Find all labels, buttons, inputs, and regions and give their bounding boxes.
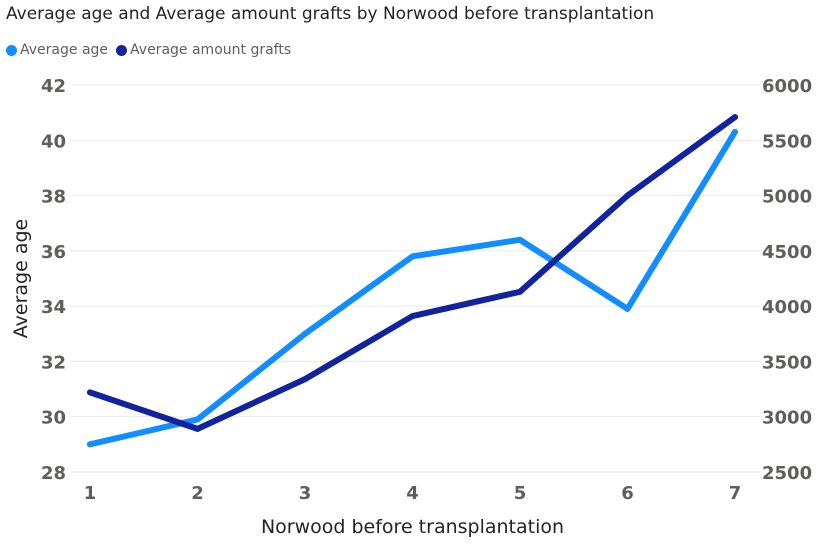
data-point[interactable] [517,236,523,243]
legend-marker-average-age [6,44,17,56]
series-line-average-amount-grafts[interactable] [87,114,738,432]
x-tick-label: 1 [84,483,97,504]
data-point[interactable] [732,128,738,135]
gridlines [70,84,760,473]
x-tick-label: 2 [191,483,204,504]
left-axis: 28 30 32 34 36 38 40 42 [41,76,66,484]
series-lines [87,114,738,448]
data-point[interactable] [87,441,93,448]
y-tick-label: 30 [41,408,66,429]
y-tick-label: 36 [41,242,66,263]
y2-tick-label: 4000 [762,297,812,318]
data-point[interactable] [87,389,93,396]
y2-tick-label: 3000 [762,408,812,429]
x-axis-title: Norwood before transplantation [261,516,564,538]
y2-tick-label: 5000 [762,187,812,208]
y-tick-label: 40 [41,131,66,152]
x-tick-label: 3 [299,483,312,504]
y2-tick-label: 5500 [762,131,812,152]
y2-tick-label: 6000 [762,76,812,97]
y2-tick-label: 4500 [762,242,812,263]
x-tick-label: 6 [621,483,634,504]
chart-legend: Average age Average amount grafts [6,42,299,58]
data-point[interactable] [732,114,738,121]
series-line-average-age[interactable] [87,128,738,448]
right-axis: 2500 3000 3500 4000 4500 5000 5500 6000 [762,76,812,484]
legend-item-average-amount-grafts[interactable]: Average amount grafts [116,42,291,58]
y2-tick-label: 2500 [762,463,812,484]
y-tick-label: 32 [41,352,66,373]
y-tick-label: 38 [41,187,66,208]
data-point[interactable] [194,416,201,423]
y2-tick-label: 3500 [762,352,812,373]
data-point[interactable] [624,192,631,199]
legend-label-average-age: Average age [20,42,109,58]
data-point[interactable] [302,376,308,383]
data-point[interactable] [517,288,523,295]
y-tick-label: 34 [41,297,66,318]
data-point[interactable] [409,253,416,260]
legend-marker-average-amount-grafts [116,44,128,56]
y-tick-label: 42 [41,76,66,97]
x-tick-label: 5 [514,483,527,504]
data-point[interactable] [624,305,631,312]
data-point[interactable] [409,313,416,320]
x-tick-label: 7 [729,483,742,504]
x-axis: 1 2 3 4 5 6 7 [84,483,742,504]
data-point[interactable] [194,425,201,432]
y-axis-title: Average age [10,219,32,338]
legend-label-average-amount-grafts: Average amount grafts [130,42,292,58]
y-tick-label: 28 [41,463,66,484]
legend-item-average-age[interactable]: Average age [6,42,108,58]
x-tick-label: 4 [406,483,419,504]
chart-title: Average age and Average amount grafts by… [6,4,655,24]
data-point[interactable] [302,330,308,337]
